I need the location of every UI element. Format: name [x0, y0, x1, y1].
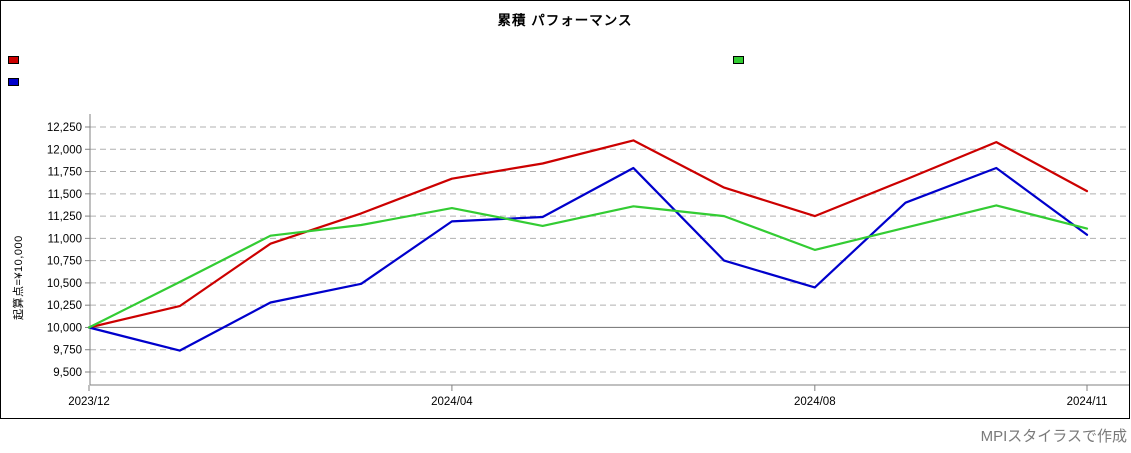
- legend-swatch-blue: [8, 78, 19, 86]
- x-tick-label: 2024/08: [794, 396, 836, 408]
- y-tick-label: 10,000: [47, 322, 82, 334]
- y-tick-label: 12,250: [47, 122, 82, 134]
- legend-swatch-green: [733, 56, 744, 64]
- y-tick-label: 10,500: [47, 278, 82, 290]
- y-tick-label: 10,750: [47, 256, 82, 268]
- y-tick-label: 9,500: [53, 367, 82, 379]
- chart-frame: [0, 0, 1130, 419]
- y-tick-label: 11,250: [48, 211, 82, 223]
- series-green-line: [87, 204, 1089, 329]
- x-tick-label: 2023/12: [68, 396, 110, 408]
- y-tick-label: 10,250: [47, 300, 82, 312]
- y-tick-label: 12,000: [47, 144, 82, 156]
- x-tick-label: 2024/11: [1067, 396, 1108, 408]
- y-tick-label: 11,750: [48, 167, 82, 179]
- series-red-line: [87, 139, 1089, 329]
- legend-swatch-red: [8, 56, 19, 64]
- footer-credit: MPIスタイラスで作成: [980, 428, 1127, 445]
- y-tick-label: 9,750: [53, 345, 82, 357]
- chart-title: 累積 パフォーマンス: [497, 13, 633, 28]
- series-blue-line: [87, 166, 1089, 352]
- y-tick-label: 11,000: [48, 233, 82, 245]
- x-tick-label: 2024/04: [431, 396, 473, 408]
- y-tick-label: 11,500: [48, 189, 82, 201]
